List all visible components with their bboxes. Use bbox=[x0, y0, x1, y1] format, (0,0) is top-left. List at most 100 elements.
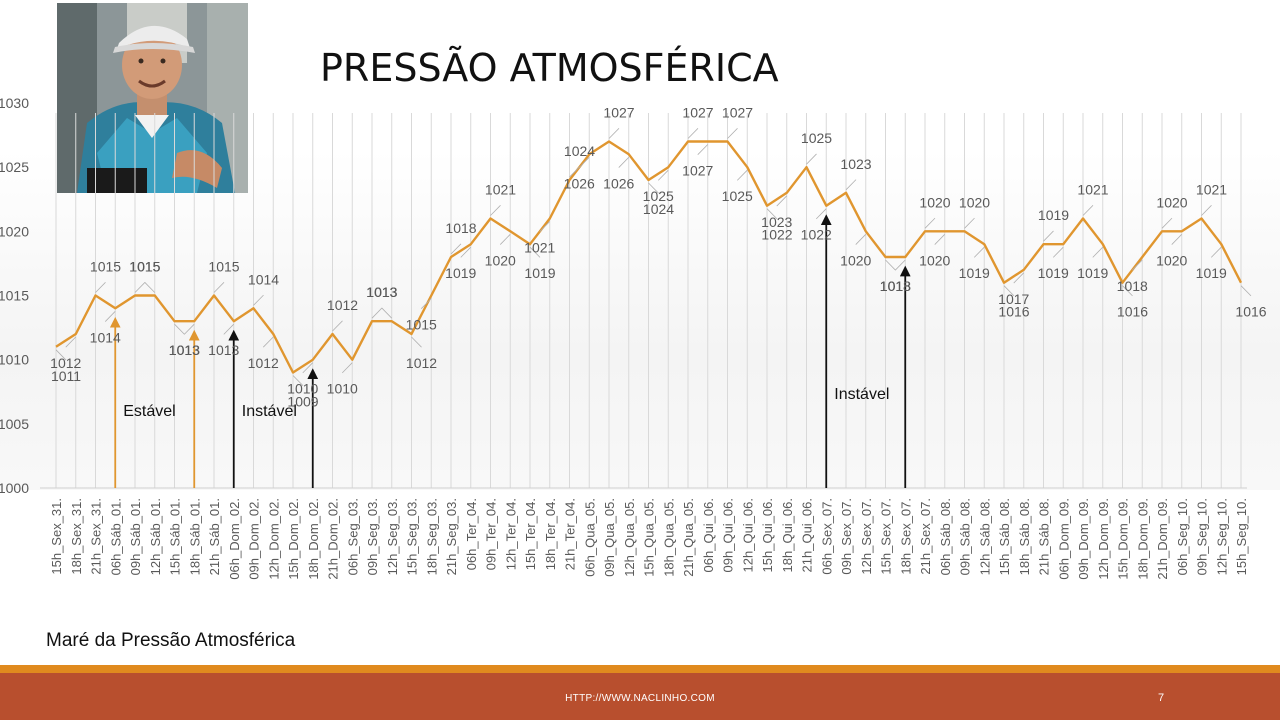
data-label-leader bbox=[104, 311, 116, 322]
data-label: 1018 bbox=[445, 220, 476, 236]
data-label-leader bbox=[411, 336, 422, 348]
x-tick-label: 06h_Sex_07. bbox=[819, 498, 834, 575]
data-labels: 1011101210151014101510151013101310151013… bbox=[50, 105, 1267, 410]
data-label: 1020 bbox=[1156, 252, 1187, 268]
data-label-leader bbox=[697, 144, 709, 155]
data-label: 1019 bbox=[959, 265, 990, 281]
data-label: 1024 bbox=[564, 143, 595, 159]
annotation-label: Estável bbox=[123, 403, 175, 420]
data-label: 1020 bbox=[919, 194, 950, 210]
chart-background bbox=[0, 150, 1280, 490]
data-label-leader bbox=[1122, 285, 1133, 297]
data-label-leader bbox=[1092, 246, 1104, 258]
x-tick-label: 06h_Sáb_08. bbox=[938, 498, 953, 575]
x-tick-label: 18h_Dom_09. bbox=[1135, 498, 1150, 580]
y-tick-label: 1020 bbox=[0, 223, 29, 239]
data-label-leader bbox=[608, 128, 620, 139]
data-label-leader bbox=[934, 234, 946, 245]
x-tick-label: 06h_Seg_10. bbox=[1175, 498, 1190, 575]
x-tick-label: 15h_Qui_06. bbox=[760, 498, 775, 572]
data-label: 1027 bbox=[603, 105, 634, 121]
x-tick-label: 06h_Seg_03. bbox=[345, 498, 360, 575]
y-tick-label: 1030 bbox=[0, 95, 29, 111]
data-label-leader bbox=[529, 246, 541, 258]
data-label-leader bbox=[55, 349, 67, 361]
data-label-leader bbox=[657, 169, 669, 181]
data-label: 1011 bbox=[51, 368, 81, 384]
data-label: 1024 bbox=[643, 201, 674, 217]
x-axis: 15h_Sex_31. 18h_Sex_31. 21h_Sex_31. 06h_Sáb… bbox=[49, 498, 1249, 580]
data-label: 1013 bbox=[169, 342, 200, 358]
page-number: 7 bbox=[1158, 692, 1165, 704]
data-label-leader bbox=[885, 259, 896, 271]
x-tick-label: 06h_Ter_04. bbox=[464, 498, 479, 570]
x-tick-label: 06h_Qui_06. bbox=[701, 498, 716, 572]
x-tick-label: 15h_Ter_04. bbox=[523, 498, 538, 570]
data-label: 1021 bbox=[1077, 182, 1108, 198]
x-tick-label: 09h_Sáb_08. bbox=[958, 498, 973, 575]
data-label: 1021 bbox=[524, 240, 555, 256]
data-label-leader bbox=[381, 307, 393, 319]
data-label: 1025 bbox=[801, 130, 832, 146]
x-tick-label: 21h_Dom_09. bbox=[1155, 498, 1170, 580]
x-tick-label: 18h_Sáb_08. bbox=[1017, 498, 1032, 575]
data-label-leader bbox=[1161, 217, 1173, 229]
data-label-leader bbox=[341, 362, 353, 374]
data-label: 1018 bbox=[1117, 278, 1148, 294]
x-tick-label: 06h_Sáb_01. bbox=[108, 498, 123, 575]
data-label-leader bbox=[776, 195, 788, 207]
data-label-leader bbox=[183, 323, 195, 335]
data-label-leader bbox=[144, 282, 156, 293]
data-label: 1015 bbox=[208, 259, 239, 275]
data-label: 1021 bbox=[485, 182, 516, 198]
data-label-leader bbox=[213, 282, 225, 293]
data-label-leader bbox=[420, 298, 432, 309]
x-tick-label: 21h_Sáb_08. bbox=[1037, 498, 1052, 575]
x-tick-label: 18h_Ter_04. bbox=[543, 498, 558, 570]
x-tick-label: 21h_Sáb_01. bbox=[207, 498, 222, 575]
data-label: 1020 bbox=[840, 252, 871, 268]
series-polyline bbox=[55, 140, 1243, 374]
data-label-leader bbox=[302, 362, 314, 374]
data-label-leader bbox=[815, 208, 827, 220]
data-label-leader bbox=[460, 246, 472, 258]
x-tick-label: 21h_Sex_07. bbox=[918, 498, 933, 575]
x-tick-label: 09h_Sex_07. bbox=[839, 498, 854, 575]
data-label-leader bbox=[490, 205, 501, 216]
x-tick-label: 12h_Qua_05. bbox=[622, 498, 637, 577]
data-label-leader bbox=[618, 157, 630, 168]
data-label-leader bbox=[1043, 230, 1054, 242]
data-label-leader bbox=[1003, 285, 1015, 297]
x-tick-label: 18h_Sex_07. bbox=[898, 498, 913, 575]
x-tick-label: 12h_Sáb_08. bbox=[977, 498, 992, 575]
x-tick-label: 15h_Sáb_08. bbox=[997, 498, 1012, 575]
x-tick-label: 15h_Sex_31. bbox=[49, 498, 64, 575]
data-label: 1020 bbox=[1156, 194, 1187, 210]
data-label-leader bbox=[253, 294, 264, 306]
x-tick-label: 18h_Seg_03. bbox=[424, 498, 439, 575]
data-label: 1015 bbox=[129, 259, 160, 275]
data-label: 1027 bbox=[682, 163, 713, 179]
data-label-leader bbox=[845, 179, 857, 191]
x-tick-label: 21h_Sex_31. bbox=[89, 498, 104, 575]
x-tick-label: 18h_Sex_31. bbox=[69, 498, 84, 575]
x-tick-label: 12h_Ter_04. bbox=[503, 498, 518, 570]
data-label-leader bbox=[539, 221, 551, 232]
x-tick-label: 09h_Sáb_01. bbox=[128, 498, 143, 575]
x-tick-label: 18h_Dom_02. bbox=[306, 498, 321, 580]
data-label-leader bbox=[1013, 272, 1025, 284]
data-label-leader bbox=[766, 208, 778, 220]
chart-gridlines bbox=[40, 113, 1247, 489]
x-tick-label: 12h_Seg_03. bbox=[385, 498, 400, 575]
data-label-leader bbox=[450, 243, 462, 255]
data-label-leader bbox=[1240, 285, 1252, 297]
data-label: 1016 bbox=[1117, 304, 1148, 320]
data-label: 1013 bbox=[366, 284, 397, 300]
data-label: 1014 bbox=[90, 329, 121, 345]
data-label: 1018 bbox=[880, 278, 911, 294]
data-label-leader bbox=[727, 128, 738, 139]
data-label: 1013 bbox=[366, 284, 397, 300]
footer-url[interactable]: HTTP://WWW.NACLINHO.COM bbox=[565, 693, 715, 704]
data-label-leader bbox=[292, 375, 304, 386]
data-label-leader bbox=[65, 336, 77, 348]
